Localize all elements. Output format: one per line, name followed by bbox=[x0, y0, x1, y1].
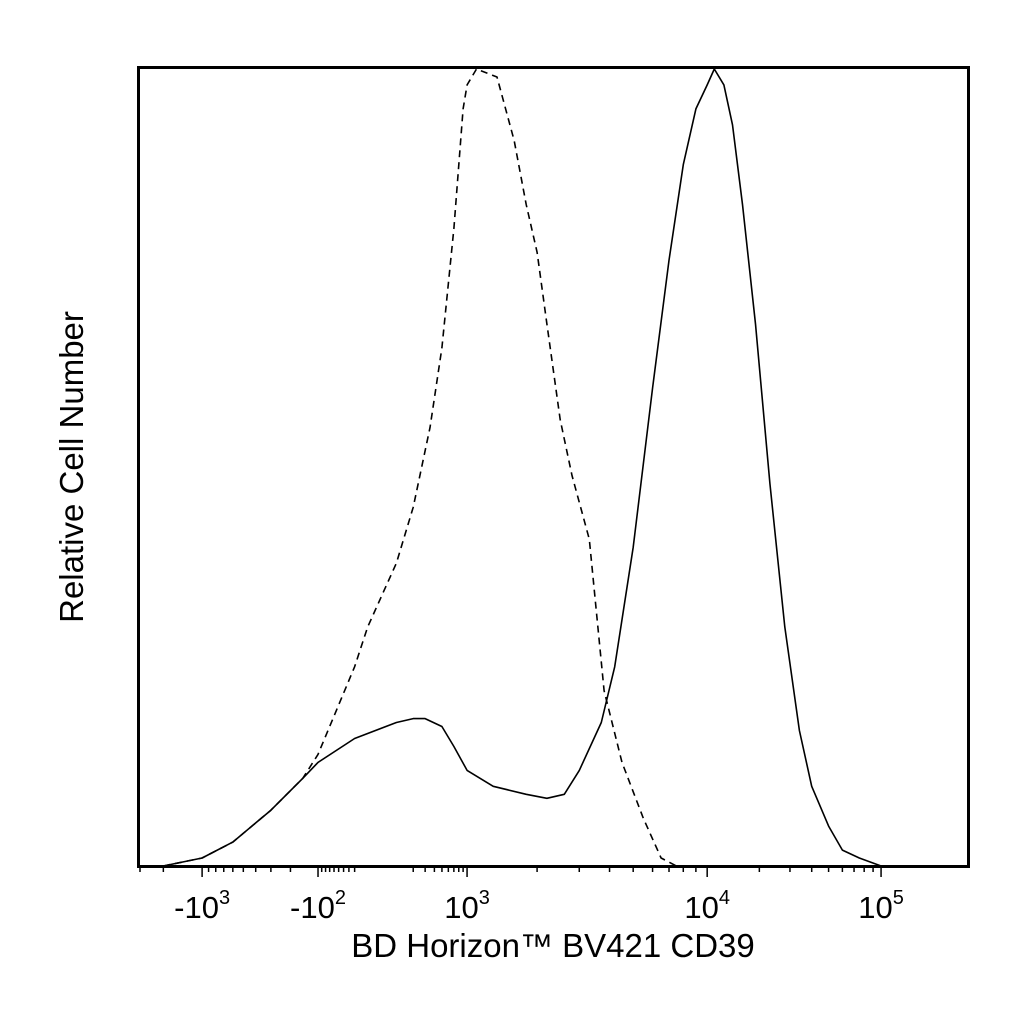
stained-histogram-line bbox=[163, 68, 924, 867]
plot-frame bbox=[137, 66, 970, 868]
x-tick-label: 104 bbox=[684, 887, 730, 925]
series-layer bbox=[163, 68, 924, 867]
x-axis-ticks: -103 -102 103 104 105 bbox=[139, 866, 904, 925]
x-tick-label: -102 bbox=[290, 887, 346, 925]
y-axis-title: Relative Cell Number bbox=[53, 311, 90, 623]
x-tick-label: 103 bbox=[444, 887, 490, 925]
control-histogram-line bbox=[163, 68, 760, 867]
x-axis-title: BD Horizon™ BV421 CD39 bbox=[351, 927, 755, 964]
x-tick-label: 105 bbox=[858, 887, 904, 925]
x-tick-label: -103 bbox=[174, 887, 230, 925]
